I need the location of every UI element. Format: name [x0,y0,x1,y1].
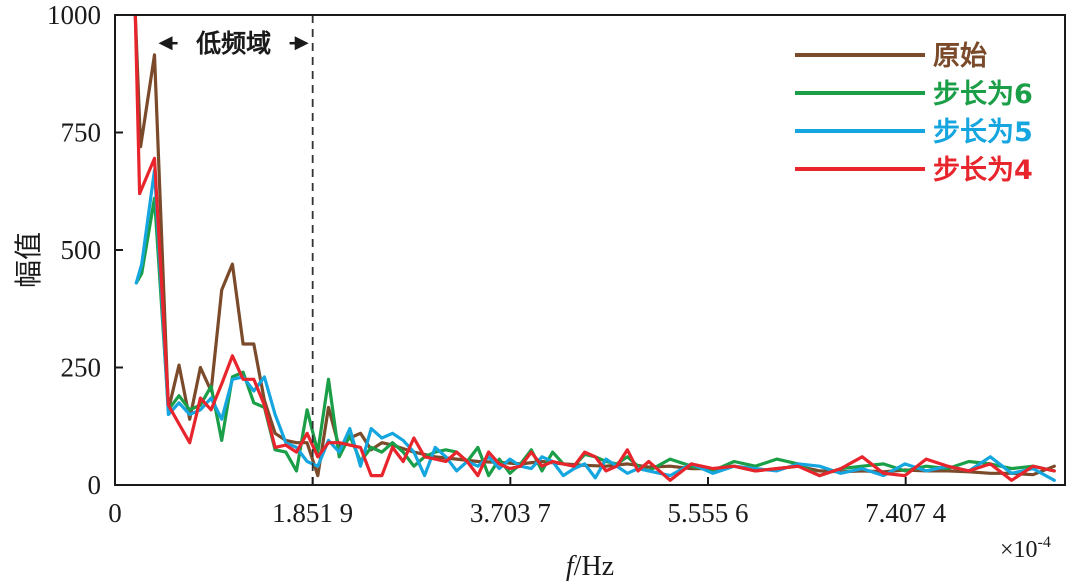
x-tick-label: 5.555 6 [668,498,749,528]
x-axis-multiplier-base: ×10 [1000,537,1038,563]
x-axis-label-unit: /Hz [574,551,614,582]
x-tick-label: 3.703 7 [470,498,551,528]
annotation-layer: 低频域 [158,29,309,58]
y-tick-label: 250 [61,353,102,383]
annotation-arrow-left-head [158,36,173,51]
x-axis-label: f/Hz [566,551,614,582]
series-line-4 [133,15,1056,482]
x-axis-label-variable: f [566,551,577,582]
x-axis-multiplier: ×10-4 [1000,534,1051,563]
annotation-label: 低频域 [195,29,271,58]
legend-label-3: 步长为5 [933,117,1033,148]
ticks-layer: 0 1.851 9 3.703 7 5.555 6 7.407 4 0 250 500 750 1… [47,0,947,528]
legend-label-4: 步长为4 [933,155,1033,186]
series-line-3 [134,168,1056,482]
legend-label-2: 步长为6 [933,79,1033,110]
axes-layer [114,14,1066,486]
legend-label-1: 原始 [933,40,987,72]
x-tick-label: 0 [108,498,122,528]
x-tick-label: 1.851 9 [272,498,353,528]
annotation-arrow-right-head [294,36,309,51]
y-tick-label: 1000 [47,0,101,30]
series-layer [133,15,1056,482]
y-axis-label: 幅值 [13,232,45,288]
y-tick-label: 0 [88,470,102,500]
x-tick-label: 7.407 4 [865,498,947,528]
y-tick-label: 750 [61,118,102,148]
plot-frame [114,14,1066,486]
x-axis-multiplier-exp: -4 [1038,534,1051,551]
y-tick-label: 500 [61,235,102,265]
